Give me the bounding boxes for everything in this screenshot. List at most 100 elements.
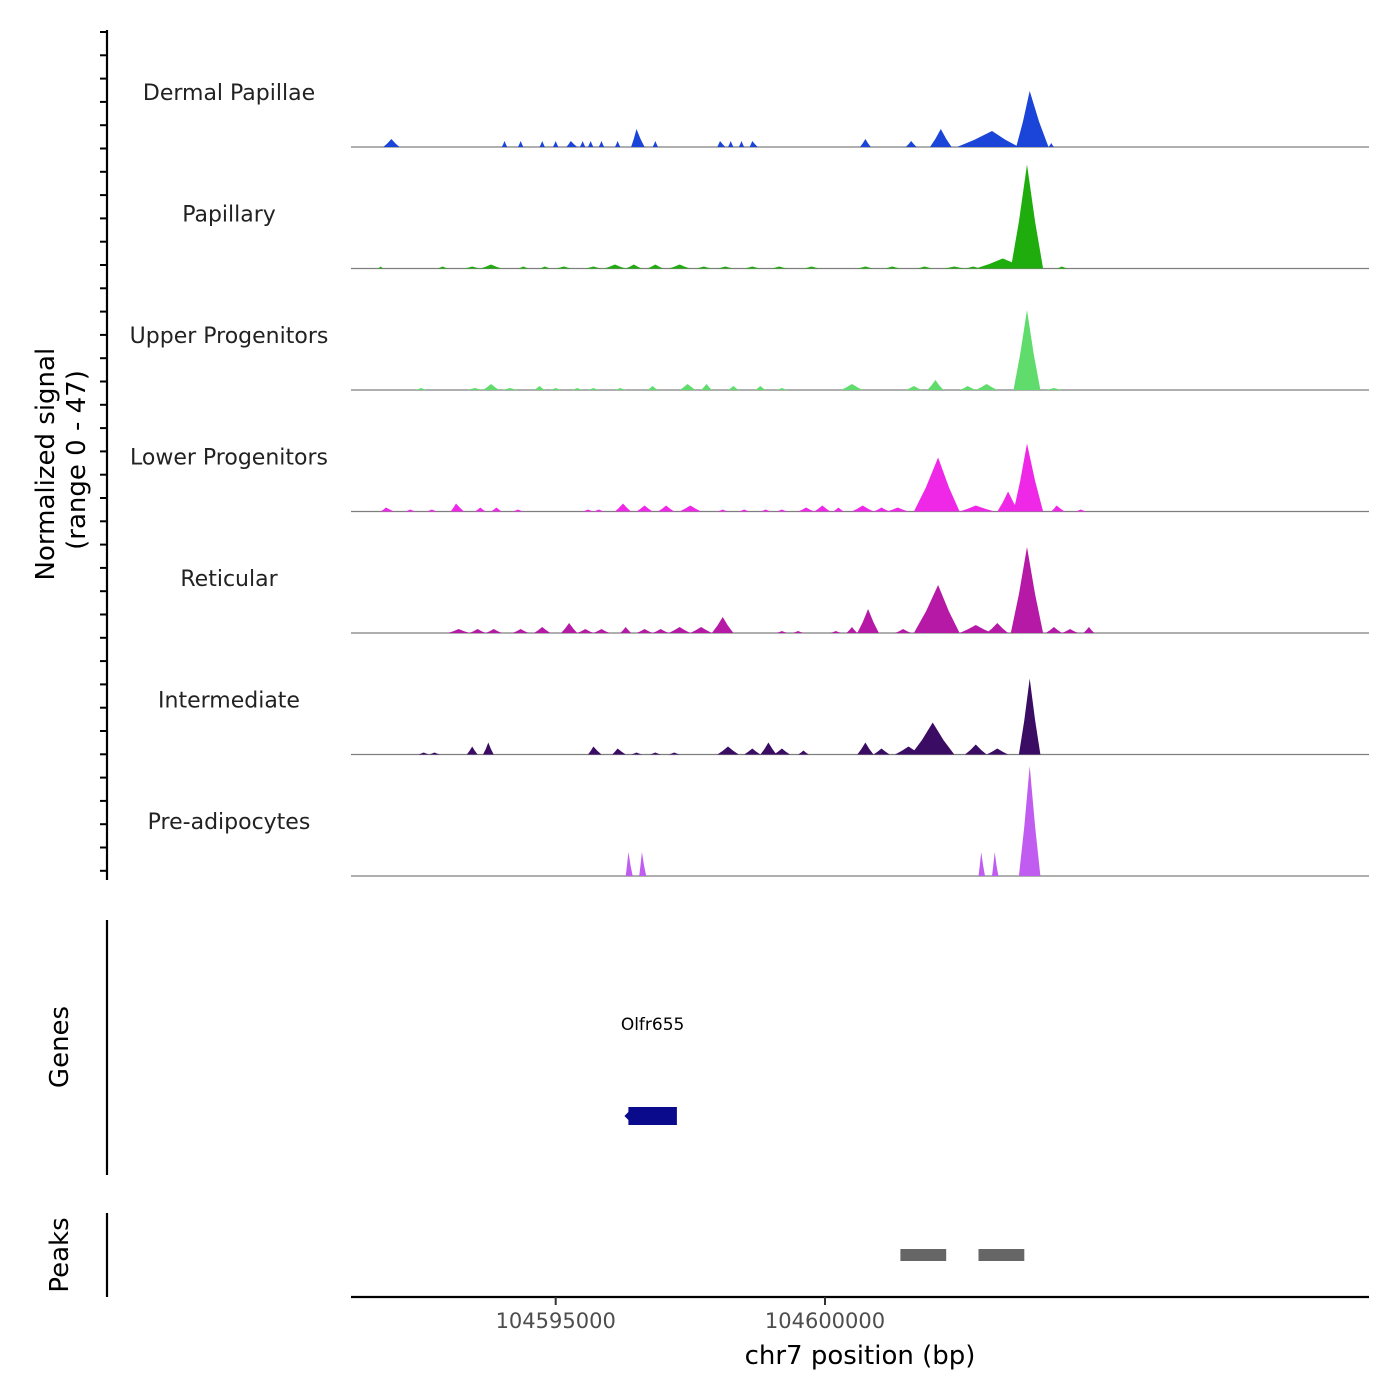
coverage-peak xyxy=(588,388,599,390)
coverage-peak xyxy=(1051,505,1065,512)
coverage-peak xyxy=(588,141,594,147)
gene-annotation-track: Olfr655 xyxy=(621,1015,684,1125)
track-label: Dermal Papillae xyxy=(143,81,315,106)
coverage-peak xyxy=(992,852,999,876)
coverage-peak xyxy=(913,457,960,512)
coverage-peak xyxy=(957,131,1019,147)
coverage-peak xyxy=(571,388,583,390)
coverage-peak xyxy=(830,631,842,633)
coverage-peak xyxy=(771,266,788,269)
coverage-peak xyxy=(1010,164,1044,269)
coverage-peak xyxy=(1062,629,1079,633)
coverage-peak xyxy=(873,507,890,512)
coverage-peak xyxy=(728,386,739,390)
track-pre-adipocytes: Pre-adipocytes xyxy=(148,766,1369,877)
coverage-peak xyxy=(943,266,965,269)
coverage-peak xyxy=(491,507,502,512)
coverage-peak xyxy=(959,505,995,512)
coverage-peak xyxy=(636,505,653,512)
track-label: Pre-adipocytes xyxy=(148,810,311,835)
coverage-peak xyxy=(1045,388,1062,390)
coverage-peak xyxy=(792,631,804,633)
coverage-peak xyxy=(717,509,728,512)
coverage-peak xyxy=(776,509,788,512)
x-tick-label: 104600000 xyxy=(765,1309,885,1333)
coverage-peak xyxy=(860,139,871,147)
track-lower-progenitors: Lower Progenitors xyxy=(130,443,1369,513)
genes-track-label: Genes xyxy=(45,1006,75,1088)
coverage-peak xyxy=(668,264,691,269)
coverage-peak xyxy=(1013,310,1041,390)
coverage-peak xyxy=(636,629,653,633)
coverage-peak xyxy=(1045,627,1062,633)
coverage-peak xyxy=(658,505,675,512)
coverage-peak xyxy=(604,264,626,269)
coverage-peak xyxy=(631,129,645,147)
signal-y-axis-ticks xyxy=(100,31,107,872)
track-label: Intermediate xyxy=(158,689,300,714)
coverage-peak xyxy=(690,627,712,633)
y-axis-label: Normalized signal (range 0 - 47) xyxy=(31,340,92,581)
coverage-peak xyxy=(518,141,524,147)
coverage-peak xyxy=(480,264,502,269)
coverage-peak xyxy=(426,509,438,512)
coverage-peak xyxy=(550,388,562,390)
coverage-peak xyxy=(738,141,745,147)
coverage-peak xyxy=(1013,443,1044,512)
coverage-peak xyxy=(518,266,529,269)
coverage-peak xyxy=(625,852,633,876)
coverage-peak xyxy=(895,629,912,633)
coverage-peak xyxy=(846,627,858,633)
coverage-peak xyxy=(614,388,626,390)
coverage-peak xyxy=(566,141,578,147)
coverage-peak xyxy=(851,505,874,512)
coverage-peak xyxy=(404,509,416,512)
coverage-peak xyxy=(598,141,605,147)
coverage-peak xyxy=(466,388,483,390)
x-axis-ticks: 104595000 104600000 xyxy=(496,1297,885,1333)
coverage-peak xyxy=(1056,266,1068,269)
coverage-peak xyxy=(755,386,766,390)
coverage-peak xyxy=(930,129,952,147)
track-intermediate: Intermediate xyxy=(158,678,1369,756)
coverage-peak xyxy=(911,722,955,755)
coverage-tracks: Dermal Papillae Papillary Upper Progenitor… xyxy=(130,81,1369,877)
coverage-peak xyxy=(975,384,998,390)
coverage-peak xyxy=(913,585,960,633)
coverage-peak xyxy=(738,509,750,512)
coverage-peak xyxy=(561,623,578,633)
coverage-peak xyxy=(652,141,658,147)
coverage-peak xyxy=(577,629,594,633)
coverage-peak xyxy=(916,266,933,269)
coverage-peak xyxy=(695,266,712,269)
gene-strand-arrow xyxy=(624,1110,631,1122)
coverage-peak xyxy=(997,491,1019,512)
coverage-peak xyxy=(652,629,669,633)
coverage-peak xyxy=(647,386,658,390)
coverage-peak xyxy=(857,609,879,633)
coverage-peak xyxy=(649,752,661,755)
coverage-peak xyxy=(585,266,602,269)
coverage-peak xyxy=(631,752,642,755)
coverage-peak xyxy=(959,625,992,633)
y-axis-label-line-2: (range 0 - 47) xyxy=(62,370,92,550)
x-tick-label: 104595000 xyxy=(496,1309,616,1333)
coverage-peak xyxy=(553,141,559,147)
coverage-peak xyxy=(978,852,985,876)
coverage-peak xyxy=(448,629,470,633)
coverage-peak xyxy=(798,750,809,755)
coverage-peak xyxy=(841,384,863,390)
coverage-peak xyxy=(873,748,890,755)
coverage-peak xyxy=(1018,678,1041,755)
coverage-peak xyxy=(717,141,726,147)
called-peak xyxy=(978,1249,1025,1261)
coverage-peak xyxy=(1075,509,1087,512)
coverage-peak xyxy=(377,266,384,269)
coverage-peak xyxy=(701,384,712,390)
track-label: Lower Progenitors xyxy=(130,446,328,471)
called-peaks-track xyxy=(900,1249,1025,1261)
track-label: Upper Progenitors xyxy=(130,324,329,349)
coverage-peak xyxy=(857,266,874,269)
coverage-peak xyxy=(1083,627,1095,633)
coverage-peak xyxy=(464,266,481,269)
